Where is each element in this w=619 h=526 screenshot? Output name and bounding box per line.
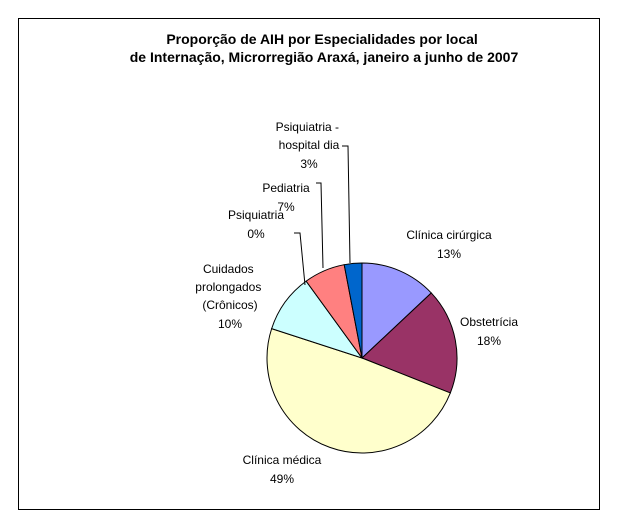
leader-line xyxy=(294,232,306,286)
slice-label: Cuidados prolongados (Crônicos) xyxy=(195,262,264,312)
pie-slice xyxy=(361,292,458,394)
slice-label: Psiquiatria xyxy=(228,208,284,222)
chart-title: Proporção de AIH por Especialidades por … xyxy=(130,31,519,65)
slice-value-label: 3% xyxy=(300,157,318,171)
leader-line xyxy=(316,182,324,269)
slice-value-label: 13% xyxy=(437,247,461,261)
slice-label: Clínica médica xyxy=(243,453,322,467)
slice-value-label: 0% xyxy=(247,227,265,241)
slice-value-label: 49% xyxy=(270,472,294,486)
pie-slice xyxy=(266,328,451,454)
slice-value-label: 18% xyxy=(477,334,501,348)
slice-label: Obstetrícia xyxy=(460,315,518,329)
slice-value-label: 10% xyxy=(218,317,242,331)
slice-label: Clínica cirúrgica xyxy=(406,228,492,242)
slice-value-label: 7% xyxy=(277,200,295,214)
slice-label: Pediatria xyxy=(262,181,310,195)
leader-line xyxy=(342,145,351,264)
pie-slice xyxy=(343,262,363,359)
pie-slice xyxy=(361,262,432,360)
slice-label: Psiquiatria - hospital dia xyxy=(276,120,343,152)
